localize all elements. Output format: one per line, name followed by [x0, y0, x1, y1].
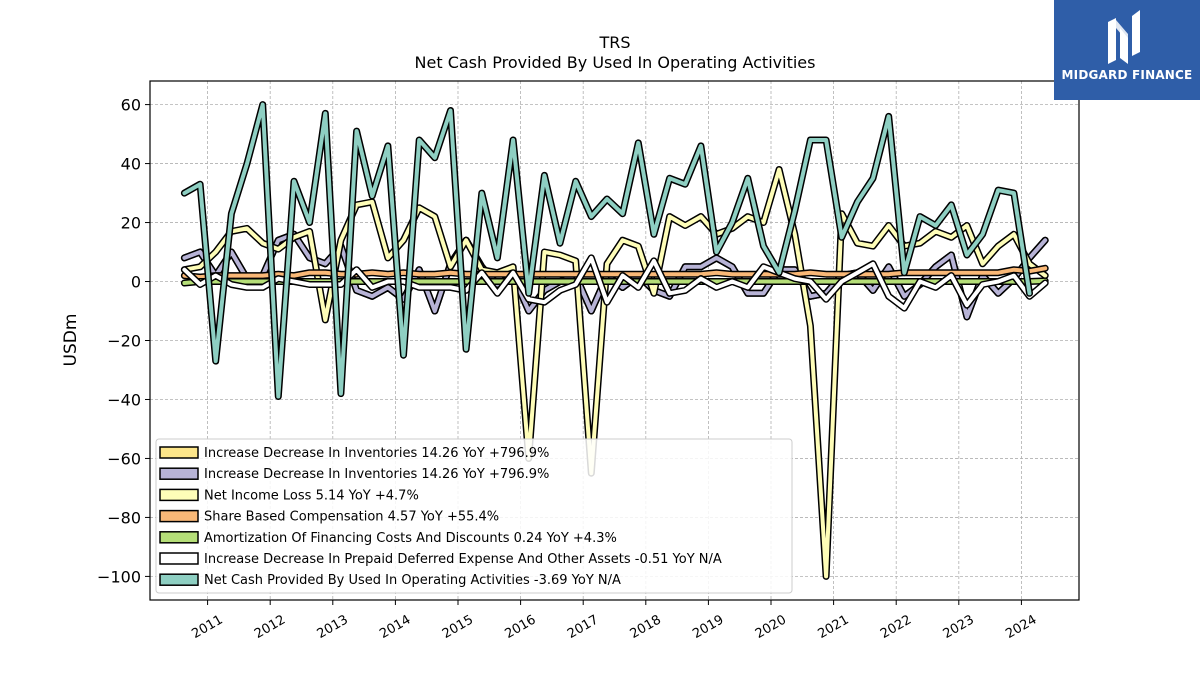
- y-tick-label: −40: [107, 390, 141, 409]
- series-line-3: [180, 264, 1049, 281]
- legend-box: [155, 438, 793, 594]
- y-tick-label: −100: [97, 567, 141, 586]
- brand-logo: MIDGARD FINANCE: [1054, 0, 1200, 100]
- legend-swatch: [159, 531, 199, 544]
- x-tick-label: 2016: [502, 612, 538, 642]
- y-tick-label: −20: [107, 332, 141, 351]
- x-tick-label: 2014: [377, 612, 413, 642]
- legend-label: Increase Decrease In Inventories 14.26 Y…: [204, 446, 549, 461]
- x-tick-label: 2017: [565, 612, 601, 642]
- legend-swatch: [159, 573, 199, 586]
- y-tick-label: 40: [121, 155, 141, 174]
- legend-label: Increase Decrease In Inventories 14.26 Y…: [204, 467, 549, 482]
- legend: Increase Decrease In Inventories 14.26 Y…: [155, 438, 793, 594]
- y-axis-label: USDm: [61, 314, 81, 367]
- x-tick-label: 2018: [628, 612, 664, 642]
- y-axis: −100 −80 −60 −40 −20 0 20 40 60: [97, 96, 150, 586]
- legend-label: Share Based Compensation 4.57 YoY +55.4%: [204, 510, 499, 525]
- x-tick-label: 2013: [315, 612, 351, 642]
- x-tick-label: 2020: [753, 612, 789, 642]
- y-tick-label: 60: [121, 96, 141, 115]
- y-tick-label: −60: [107, 449, 141, 468]
- legend-label: Net Income Loss 5.14 YoY +4.7%: [204, 488, 419, 503]
- y-tick-label: −80: [107, 508, 141, 527]
- series-line-5: [180, 254, 1049, 312]
- legend-label: Net Cash Provided By Used In Operating A…: [204, 573, 621, 588]
- y-tick-label: 20: [121, 214, 141, 233]
- legend-swatch: [159, 467, 199, 480]
- x-tick-label: 2023: [941, 612, 977, 642]
- x-tick-label: 2015: [440, 612, 476, 642]
- x-tick-label: 2024: [1003, 612, 1039, 642]
- series-group: [180, 101, 1049, 580]
- legend-label: Amortization Of Financing Costs And Disc…: [204, 531, 617, 546]
- series-stroke: [182, 102, 1032, 399]
- x-axis: 2011 2012 2013 2014 2015 2016 2017 2018 2019 2020…: [189, 600, 1039, 642]
- x-tick-label: 2022: [878, 612, 914, 642]
- x-tick-label: 2011: [189, 612, 225, 642]
- brand-name: MIDGARD FINANCE: [1061, 68, 1193, 82]
- legend-swatch: [159, 509, 199, 523]
- series-line-6: [180, 101, 1033, 400]
- legend-swatch: [159, 552, 199, 565]
- legend-swatch: [159, 446, 199, 459]
- chart-title: TRS: [598, 33, 630, 52]
- x-tick-label: 2012: [252, 612, 288, 642]
- series-stroke: [182, 255, 1048, 311]
- x-tick-label: 2021: [815, 612, 851, 642]
- x-tick-label: 2019: [690, 612, 726, 642]
- chart-subtitle: Net Cash Provided By Used In Operating A…: [415, 53, 816, 72]
- y-tick-label: 0: [131, 273, 141, 292]
- midgard-m-logo-icon: [1108, 10, 1140, 64]
- legend-label: Increase Decrease In Prepaid Deferred Ex…: [204, 552, 722, 567]
- legend-swatch: [159, 488, 199, 502]
